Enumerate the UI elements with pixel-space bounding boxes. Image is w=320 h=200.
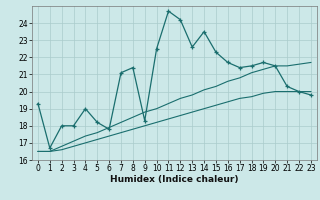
X-axis label: Humidex (Indice chaleur): Humidex (Indice chaleur) [110,175,239,184]
